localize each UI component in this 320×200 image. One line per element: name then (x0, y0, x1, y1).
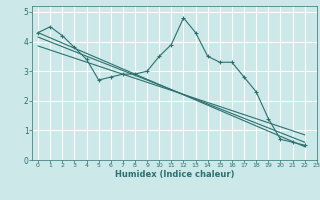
X-axis label: Humidex (Indice chaleur): Humidex (Indice chaleur) (115, 170, 234, 179)
